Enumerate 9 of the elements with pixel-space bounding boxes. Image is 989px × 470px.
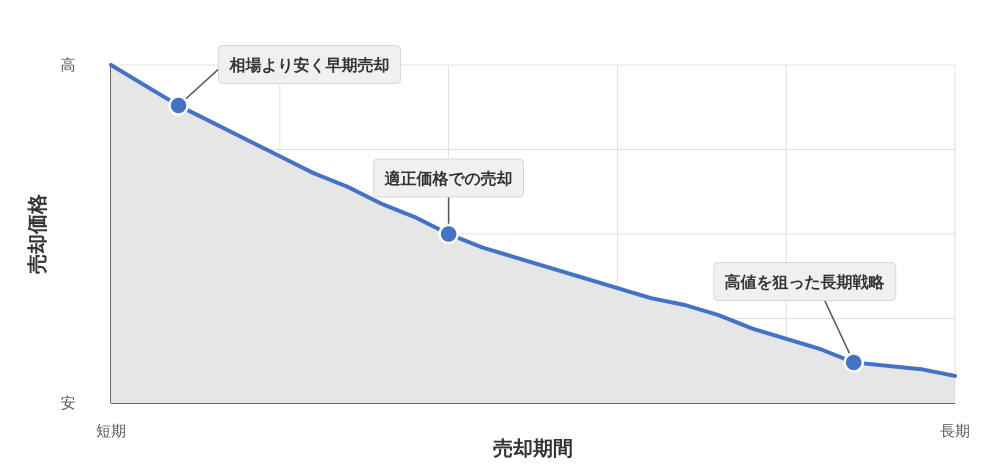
annotation: 適正価格での売却 xyxy=(384,169,513,188)
x-tick-label: 短期 xyxy=(96,423,126,440)
annotation: 相場より安く早期売却 xyxy=(228,56,390,75)
annotation: 高値を狙った長期戦略 xyxy=(724,272,886,292)
y-axis-title: 売却価格 xyxy=(27,193,49,274)
text: 高 xyxy=(60,57,76,74)
text: 安 xyxy=(60,395,76,412)
x-tick-label: 長期 xyxy=(940,423,970,440)
x-axis-title: 売却期間 xyxy=(493,438,573,460)
